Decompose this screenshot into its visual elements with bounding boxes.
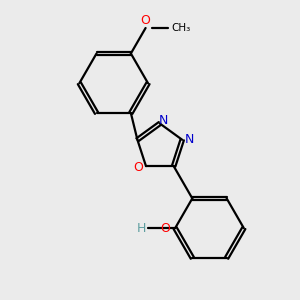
Text: O: O — [141, 14, 151, 27]
Text: N: N — [159, 114, 168, 127]
Text: O: O — [160, 222, 170, 235]
Text: H: H — [136, 222, 146, 235]
Text: CH₃: CH₃ — [171, 23, 190, 33]
Text: N: N — [184, 133, 194, 146]
Text: O: O — [133, 160, 143, 174]
